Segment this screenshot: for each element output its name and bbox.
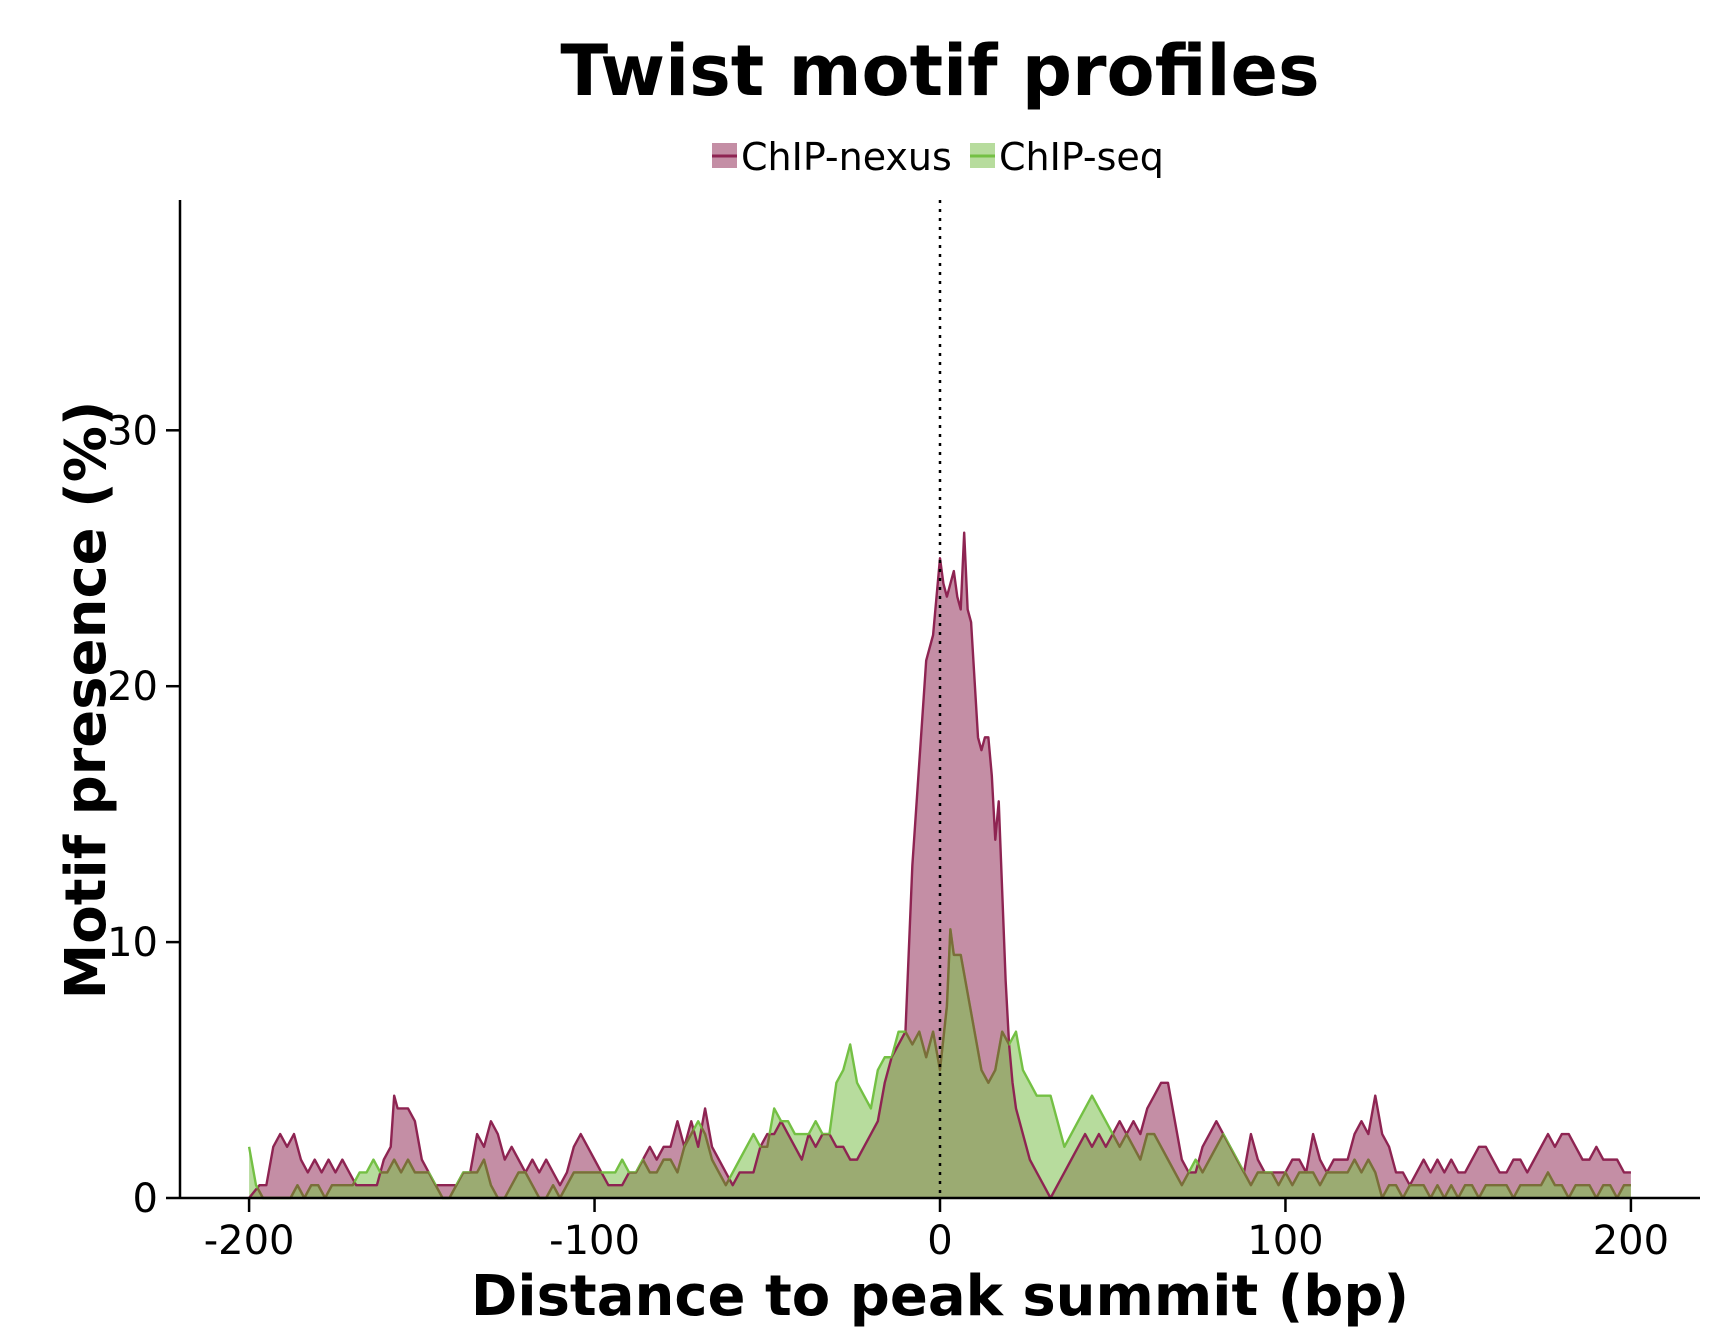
chart-title: Twist motif profiles <box>560 30 1319 112</box>
y-axis-ticks: 0 10 20 30 <box>107 408 180 1222</box>
x-tick-label: 100 <box>1247 1218 1323 1264</box>
x-axis-ticks: -200 -100 0 100 200 <box>204 1198 1669 1264</box>
y-tick-label: 30 <box>107 408 158 454</box>
y-axis-title: Motif presence (%) <box>54 401 119 1000</box>
legend: ChIP-nexus ChIP-seq <box>712 135 1164 179</box>
x-tick-label: -100 <box>549 1218 640 1264</box>
y-tick-label: 20 <box>107 664 158 710</box>
y-tick-label: 0 <box>133 1176 158 1222</box>
y-tick-label: 10 <box>107 920 158 966</box>
x-tick-label: 0 <box>927 1218 952 1264</box>
legend-label-chip-seq: ChIP-seq <box>999 135 1164 179</box>
series-line-chip-nexus <box>248 531 1631 1200</box>
series-overlap-line <box>249 928 1631 1198</box>
x-axis-title: Distance to peak summit (bp) <box>471 1264 1409 1329</box>
series-area-chip-nexus <box>249 532 1631 1198</box>
x-tick-label: -200 <box>204 1218 295 1264</box>
legend-label-chip-nexus: ChIP-nexus <box>741 135 952 179</box>
x-tick-label: 200 <box>1593 1218 1669 1264</box>
series-overlap-area <box>249 929 1631 1198</box>
plot-area <box>247 200 1631 1200</box>
